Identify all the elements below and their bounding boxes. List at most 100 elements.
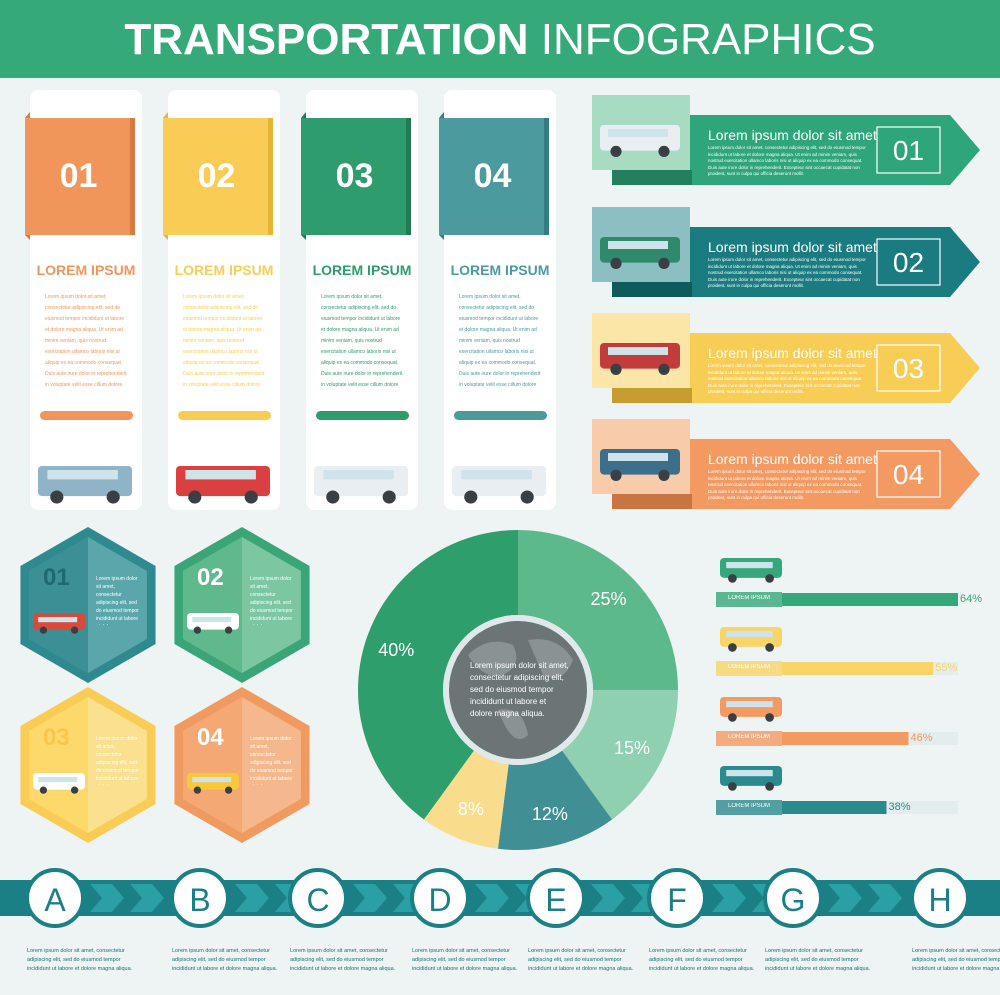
donut-segment xyxy=(518,530,678,690)
card-number: 04 xyxy=(473,157,512,195)
globe-land xyxy=(468,639,573,740)
wheel xyxy=(765,643,774,652)
banner xyxy=(612,115,980,185)
vehicle-body xyxy=(600,237,680,263)
timeline-text: Lorem ipsum dolor sit amet, consectetur … xyxy=(172,948,278,972)
vehicle-window xyxy=(461,470,532,480)
bar-value: 46% xyxy=(910,732,933,744)
vehicle-body xyxy=(600,343,680,369)
bar-label-box xyxy=(716,731,782,746)
header-bar xyxy=(0,0,1000,78)
card-heading: LOREM IPSUM xyxy=(312,262,412,278)
bar-value: 55% xyxy=(935,662,958,674)
banner-shadow xyxy=(612,282,692,297)
wheel xyxy=(50,490,64,504)
vehicle-window xyxy=(726,631,773,638)
banner-title: Lorem ipsum dolor sit amet xyxy=(708,239,877,255)
hexagon-text: Lorem ipsum dolor sit amet, consectetur … xyxy=(96,576,139,625)
timeline-text: Lorem ipsum dolor sit amet, consectetur … xyxy=(765,948,871,972)
wheel xyxy=(39,786,48,794)
wheel xyxy=(464,490,478,504)
card-text: Lorem ipsum dolor sit amet, consectetur … xyxy=(459,294,541,388)
wheel xyxy=(39,626,48,634)
title-bold: TRANSPORTATION xyxy=(124,15,529,64)
bar-label: LOREM IPSUM xyxy=(727,664,770,670)
bar-value: 38% xyxy=(888,801,911,813)
card-pill xyxy=(178,411,271,420)
vehicle-window xyxy=(726,701,773,708)
vehicle-window xyxy=(608,453,668,461)
hexagon-half xyxy=(29,537,88,673)
bar-value: 64% xyxy=(960,593,983,605)
timeline-chevron xyxy=(235,884,269,912)
card-number: 02 xyxy=(197,157,236,195)
title-light: INFOGRAPHICS xyxy=(540,15,876,64)
timeline-text: Lorem ipsum dolor sit amet, consectetur … xyxy=(412,948,518,972)
timeline-letter: D xyxy=(428,882,452,918)
banner-shadow xyxy=(612,494,692,509)
wheel xyxy=(728,574,737,583)
banner xyxy=(612,439,980,509)
card-tab-shade xyxy=(130,118,135,235)
wheel xyxy=(765,574,774,583)
card-tab-shade xyxy=(544,118,549,235)
donut-label: 15% xyxy=(614,738,651,759)
wheel xyxy=(610,363,622,375)
vehicle-window xyxy=(726,562,773,569)
wheel xyxy=(765,782,774,791)
timeline-circle xyxy=(410,868,470,928)
wheel xyxy=(70,626,79,634)
timeline-circle xyxy=(25,868,85,928)
timeline-letter: C xyxy=(306,882,330,918)
card-tab xyxy=(163,118,270,235)
wheel xyxy=(382,490,396,504)
timeline-chevron xyxy=(712,884,746,912)
card-number: 01 xyxy=(59,157,98,195)
wheel xyxy=(224,626,233,634)
wheel xyxy=(728,643,737,652)
banner-text: Lorem ipsum dolor sit amet, consectetur … xyxy=(708,145,866,176)
donut-segment xyxy=(423,750,509,849)
donut-label: 25% xyxy=(590,589,627,610)
timeline-circle xyxy=(526,868,586,928)
hexagon-half xyxy=(29,697,88,833)
vehicle-window xyxy=(726,770,773,777)
card-tab xyxy=(25,118,132,235)
banner-number: 01 xyxy=(892,135,925,166)
wheel xyxy=(70,786,79,794)
wheel xyxy=(106,490,120,504)
wheel xyxy=(610,145,622,157)
bar-label-box xyxy=(716,592,782,607)
timeline-circle xyxy=(910,868,970,928)
card-tab-shade xyxy=(268,118,273,235)
banner-number-box xyxy=(876,126,941,174)
wheel xyxy=(610,257,622,269)
banner-text: Lorem ipsum dolor sit amet, consectetur … xyxy=(708,257,866,288)
timeline-text: Lorem ipsum dolor sit amet, consectetur … xyxy=(649,948,755,972)
hexagon-text: Lorem ipsum dolor sit amet, consectetur … xyxy=(250,576,293,625)
banner-text: Lorem ipsum dolor sit amet, consectetur … xyxy=(708,469,866,500)
timeline-chevron xyxy=(475,884,509,912)
timeline-circle xyxy=(763,868,823,928)
timeline-circle xyxy=(288,868,348,928)
banner-number-box xyxy=(876,238,941,286)
timeline-text: Lorem ipsum dolor sit amet, consectetur … xyxy=(290,948,396,972)
bar-label-box xyxy=(716,800,782,815)
card-heading: LOREM IPSUM xyxy=(450,262,550,278)
card-pill xyxy=(40,411,133,420)
timeline-circle xyxy=(647,868,707,928)
card-text: Lorem ipsum dolor sit amet, consectetur … xyxy=(45,294,127,388)
card-text: Lorem ipsum dolor sit amet, consectetur … xyxy=(183,294,265,388)
timeline-chevron xyxy=(353,884,387,912)
hexagon-half xyxy=(183,697,242,833)
wheel xyxy=(658,469,670,481)
vehicle-window xyxy=(192,777,232,783)
card-text: Lorem ipsum dolor sit amet, consectetur … xyxy=(321,294,403,388)
donut-segment xyxy=(497,750,613,850)
wheel xyxy=(188,490,202,504)
wheel xyxy=(658,145,670,157)
card-tab-shade xyxy=(406,118,411,235)
banner-title: Lorem ipsum dolor sit amet xyxy=(708,451,877,467)
